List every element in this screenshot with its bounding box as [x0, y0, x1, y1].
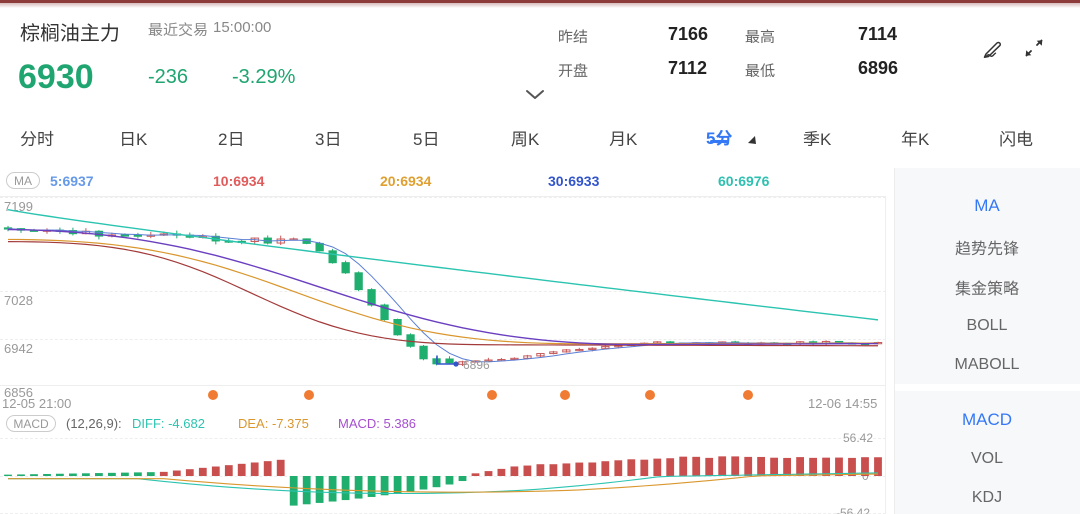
svg-text:6896: 6896 [463, 358, 490, 372]
